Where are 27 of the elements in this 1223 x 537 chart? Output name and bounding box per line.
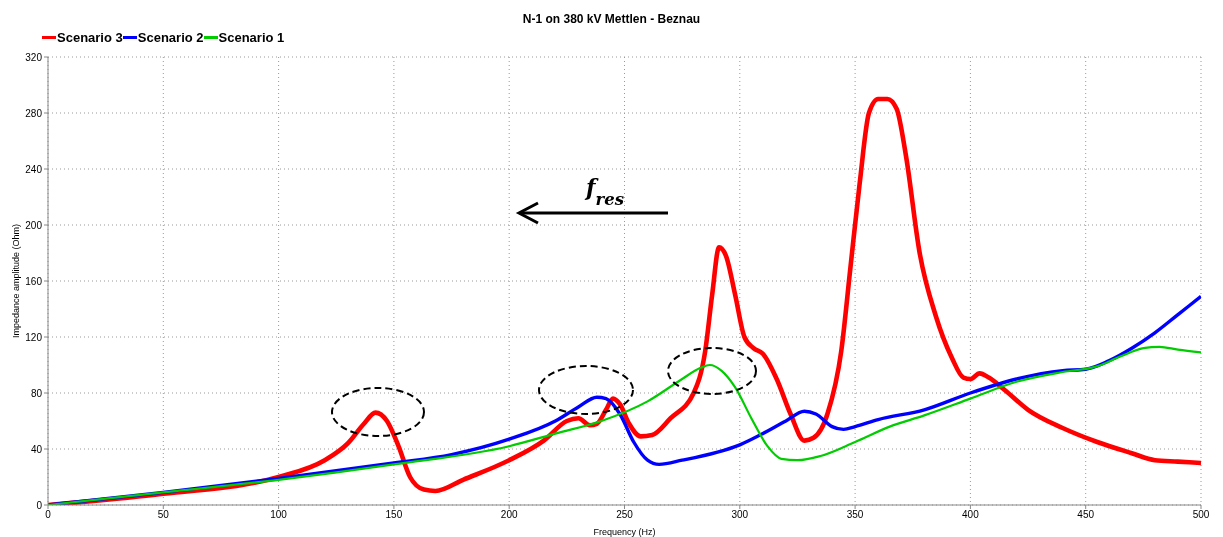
y-tick-label: 320 — [25, 51, 43, 63]
y-tick-label: 240 — [25, 163, 43, 175]
x-axis-title: Frequency (Hz) — [593, 527, 656, 537]
y-tick-label: 0 — [36, 499, 43, 511]
y-tick-label: 80 — [30, 387, 43, 399]
legend-label: Scenario 2 — [137, 30, 204, 45]
x-tick-label: 50 — [157, 509, 170, 521]
x-tick-label: 250 — [616, 509, 634, 521]
chart-title: N-1 on 380 kV Mettlen - Beznau — [521, 12, 702, 26]
x-tick-label: 300 — [731, 509, 749, 521]
y-tick-label: 40 — [30, 443, 43, 455]
annotation: f$_{res}$ — [584, 174, 624, 209]
x-tick-label: 500 — [1192, 509, 1210, 521]
legend-label: Scenario 3 — [57, 30, 123, 45]
y-tick-label: 280 — [25, 107, 43, 119]
x-tick-label: 450 — [1077, 509, 1095, 521]
x-tick-label: 150 — [385, 509, 403, 521]
y-axis-title: Impedance amplitude (Ohm) — [11, 223, 22, 339]
y-tick-label: 120 — [25, 331, 43, 343]
x-tick-label: 200 — [500, 509, 518, 521]
y-tick-label: 160 — [25, 275, 43, 287]
x-tick-label: 100 — [270, 509, 288, 521]
y-tick-label: 200 — [25, 219, 43, 231]
x-tick-label: 0 — [45, 509, 52, 521]
x-tick-label: 400 — [962, 509, 980, 521]
x-tick-label: 350 — [846, 509, 864, 521]
legend-label: Scenario 1 — [218, 30, 285, 45]
